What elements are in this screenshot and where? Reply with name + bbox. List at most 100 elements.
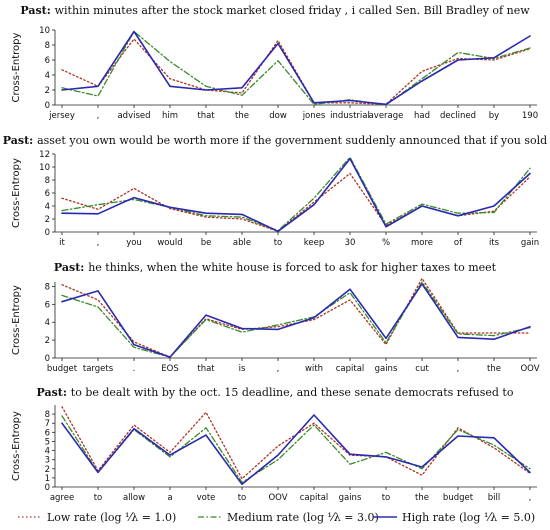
x-tick-label: 30	[345, 238, 356, 248]
y-axis-label: Cross-Entropy	[11, 285, 22, 355]
y-tick-label: 0	[45, 354, 50, 364]
y-tick-label: 3	[45, 456, 50, 466]
y-tick-label: 6	[45, 56, 50, 66]
y-tick-label: 8	[45, 282, 50, 292]
x-tick-label: the	[415, 493, 429, 503]
legend-label: Low rate (log ⅟λ = 1.0)	[47, 511, 176, 524]
panel-title: Past: within minutes after the stock mar…	[20, 4, 530, 17]
chart-panel-4: Past: to be dealt with by the oct. 15 de…	[11, 386, 537, 503]
x-tick-label: be	[201, 238, 212, 248]
legend: Low rate (log ⅟λ = 1.0) Medium rate (log …	[18, 511, 535, 524]
series-line-medium-rate	[61, 281, 531, 358]
y-tick-label: 2	[45, 215, 50, 225]
panel-title-prefix: Past:	[54, 261, 88, 274]
series-line-high-rate	[61, 414, 531, 486]
x-tick-label: capital	[336, 364, 365, 374]
panel-title: Past: asset you own would be worth more …	[3, 134, 547, 147]
x-tick-label: you	[126, 238, 142, 248]
series-line-low-rate	[61, 38, 531, 105]
x-tick-label: ,	[529, 493, 532, 503]
y-tick-label: 8	[45, 410, 50, 420]
x-tick-label: bill	[488, 493, 500, 503]
x-tick-label: EOS	[161, 364, 178, 374]
x-tick-label: %	[382, 238, 390, 248]
x-tick-label: keep	[304, 238, 324, 248]
y-tick-label: 8	[45, 176, 50, 186]
x-tick-label: ,	[97, 111, 100, 121]
legend-label: High rate (log ⅟λ = 5.0)	[402, 511, 535, 524]
x-tick-label: gains	[339, 493, 362, 503]
x-tick-label: average	[369, 111, 404, 121]
y-tick-label: 2	[45, 86, 50, 96]
y-tick-label: 4	[45, 447, 50, 457]
x-tick-label: .	[133, 364, 136, 374]
x-tick-label: him	[162, 111, 178, 121]
x-tick-label: to	[238, 493, 247, 503]
y-axis-label: Cross-Entropy	[11, 32, 22, 102]
x-tick-label: to	[382, 493, 391, 503]
x-tick-label: the	[235, 111, 249, 121]
x-tick-label: ,	[97, 238, 100, 248]
y-tick-label: 0	[45, 101, 50, 111]
x-tick-label: budget	[443, 493, 474, 503]
x-tick-label: dow	[269, 111, 287, 121]
x-tick-label: would	[157, 238, 182, 248]
chart-panel-1: Past: within minutes after the stock mar…	[11, 4, 538, 121]
x-tick-label: is	[239, 364, 246, 374]
x-tick-label: advised	[117, 111, 150, 121]
x-tick-label: able	[233, 238, 251, 248]
x-tick-label: 190	[522, 111, 538, 121]
y-tick-label: 7	[45, 419, 50, 429]
panel-title: Past: to be dealt with by the oct. 15 de…	[37, 386, 514, 399]
series-line-high-rate	[61, 157, 531, 233]
y-tick-label: 4	[45, 318, 50, 328]
x-tick-label: ,	[457, 364, 460, 374]
series-line-medium-rate	[61, 30, 531, 106]
y-tick-label: 1	[45, 474, 50, 484]
x-tick-label: of	[454, 238, 463, 248]
y-tick-label: 4	[45, 202, 50, 212]
x-tick-label: the	[487, 364, 501, 374]
panel-title-prefix: Past:	[20, 4, 54, 17]
x-tick-label: allow	[123, 493, 145, 503]
x-tick-label: that	[197, 111, 215, 121]
x-tick-label: budget	[47, 364, 78, 374]
x-tick-label: by	[489, 111, 499, 121]
x-tick-label: vote	[197, 493, 216, 503]
x-tick-label: more	[411, 238, 433, 248]
y-tick-label: 12	[39, 150, 50, 160]
x-tick-label: to	[274, 238, 283, 248]
x-tick-label: cut	[415, 364, 429, 374]
x-tick-label: capital	[300, 493, 329, 503]
chart-panels: Past: within minutes after the stock mar…	[3, 4, 547, 503]
y-axis-label: Cross-Entropy	[11, 158, 22, 228]
y-tick-label: 0	[45, 228, 50, 238]
y-tick-label: 6	[45, 428, 50, 438]
legend-item: Medium rate (log ⅟λ = 3.0)	[198, 511, 379, 524]
chart-panel-3: Past: he thinks, when the white house is…	[11, 261, 540, 374]
y-tick-label: 2	[45, 465, 50, 475]
series-line-medium-rate	[61, 156, 531, 232]
x-tick-label: gain	[521, 238, 539, 248]
x-tick-label: a	[167, 493, 172, 503]
x-tick-label: declined	[440, 111, 476, 121]
panel-title-text: to be dealt with by the oct. 15 deadline…	[71, 386, 514, 399]
legend-item: Low rate (log ⅟λ = 1.0)	[18, 511, 176, 524]
panel-title-text: asset you own would be worth more if the…	[37, 134, 547, 147]
panel-title-prefix: Past:	[37, 386, 71, 399]
series-line-medium-rate	[61, 415, 531, 484]
series-line-high-rate	[61, 282, 531, 358]
x-tick-label: jersey	[48, 111, 75, 121]
x-tick-label: with	[305, 364, 323, 374]
y-tick-label: 8	[45, 41, 50, 51]
x-tick-label: targets	[83, 364, 114, 374]
panel-title-text: within minutes after the stock market cl…	[55, 4, 531, 17]
legend-label: Medium rate (log ⅟λ = 3.0)	[227, 511, 379, 524]
x-tick-label: it	[59, 238, 65, 248]
y-tick-label: 4	[45, 71, 50, 81]
x-tick-label: that	[197, 364, 215, 374]
x-tick-label: to	[94, 493, 103, 503]
legend-item: High rate (log ⅟λ = 5.0)	[373, 511, 535, 524]
x-tick-label: gains	[375, 364, 398, 374]
